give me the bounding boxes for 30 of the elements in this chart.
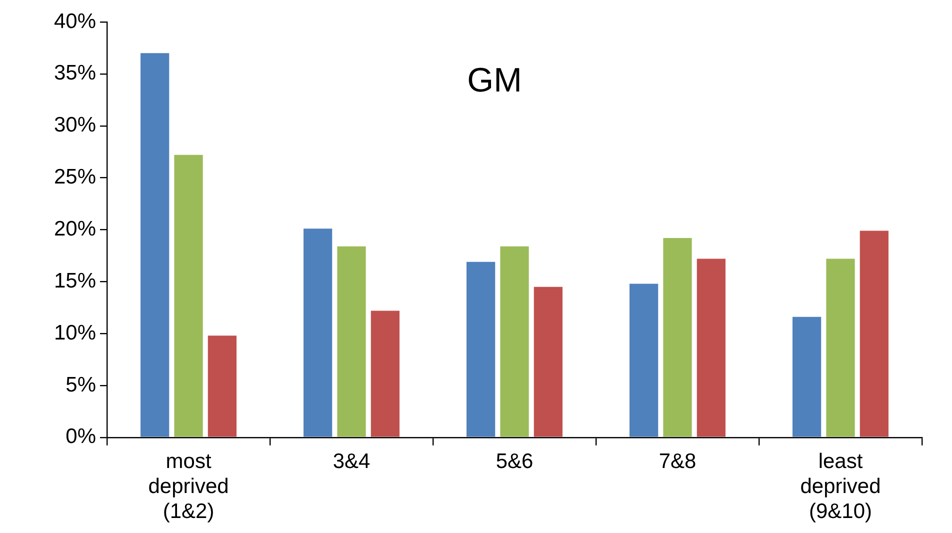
bar bbox=[466, 262, 496, 437]
y-tick-label: 20% bbox=[54, 217, 96, 240]
bar bbox=[663, 238, 692, 437]
bar bbox=[500, 246, 529, 437]
bar bbox=[792, 316, 822, 437]
bar bbox=[304, 228, 332, 437]
x-tick-label: 5&6 bbox=[496, 450, 534, 473]
bar bbox=[534, 286, 563, 437]
x-tick-label: least deprived (9&10) bbox=[800, 450, 881, 524]
y-tick-label: 30% bbox=[54, 114, 96, 137]
bar bbox=[826, 258, 855, 437]
bar bbox=[140, 53, 170, 437]
bar bbox=[370, 310, 400, 437]
y-tick-label: 10% bbox=[54, 321, 96, 344]
bar bbox=[860, 230, 889, 437]
y-tick-label: 5% bbox=[66, 373, 96, 396]
bar bbox=[696, 258, 726, 437]
x-tick-label: 7&8 bbox=[658, 450, 696, 473]
y-tick-label: 15% bbox=[54, 269, 96, 292]
y-tick-label: 35% bbox=[54, 62, 96, 85]
y-tick-label: 40% bbox=[54, 10, 96, 33]
bar bbox=[630, 284, 658, 437]
bar bbox=[337, 246, 366, 437]
y-tick-label: 25% bbox=[54, 166, 96, 189]
text: GM bbox=[467, 61, 522, 100]
x-tick-label: 3&4 bbox=[332, 450, 371, 473]
x-tick-label: most deprived (1&2) bbox=[148, 450, 229, 524]
bar bbox=[208, 336, 237, 437]
y-tick-label: 0% bbox=[66, 425, 96, 448]
bar bbox=[174, 154, 203, 437]
